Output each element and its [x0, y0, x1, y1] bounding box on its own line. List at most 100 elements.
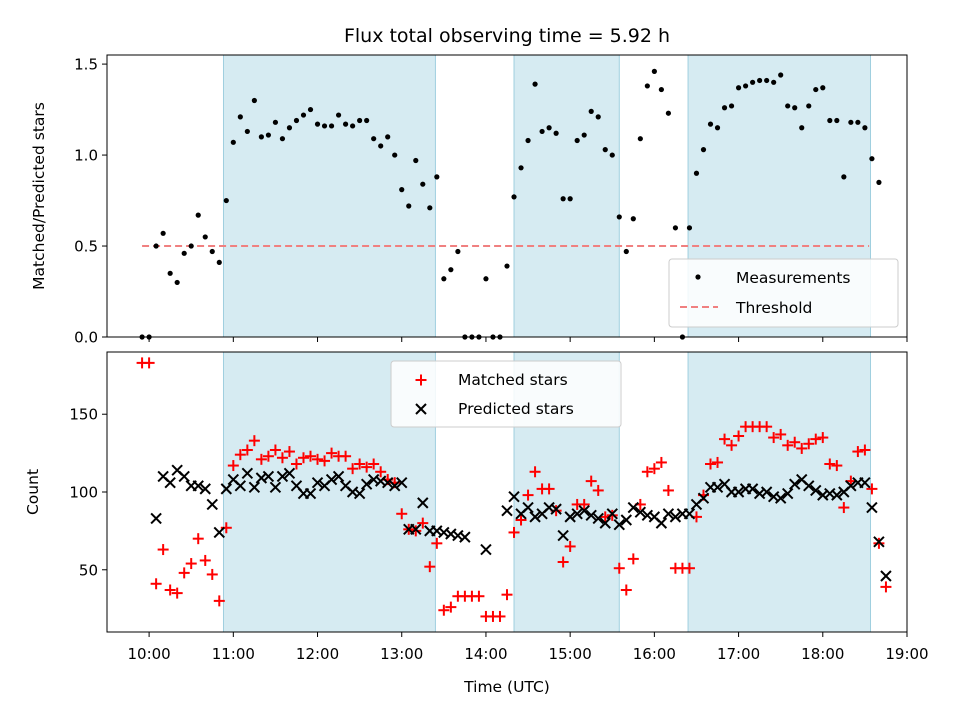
predicted-point-20-b — [290, 480, 303, 492]
top-y-axis-label: Matched/Predicted stars — [30, 102, 48, 290]
predicted-point-82-b — [753, 487, 766, 500]
predicted-point-8-b — [206, 498, 218, 511]
predicted-point-34 — [389, 480, 401, 492]
measurement-point-54 — [518, 165, 524, 171]
predicted-point-77-b — [718, 478, 731, 490]
predicted-point-46 — [501, 504, 513, 517]
top-chart-title: Flux total observing time = 5.92 h — [344, 25, 670, 47]
matched-point-75 — [662, 484, 674, 496]
xtick-label-6: 16:00 — [633, 645, 676, 663]
measurement-point-59 — [553, 130, 559, 136]
xtick-label-9: 19:00 — [885, 645, 928, 663]
measurement-point-75 — [665, 110, 672, 116]
predicted-point-83 — [760, 486, 773, 498]
predicted-point-2 — [164, 476, 176, 489]
predicted-point-33-b — [381, 476, 394, 489]
xtick-label-3: 13:00 — [380, 645, 423, 663]
matched-point-85 — [733, 430, 745, 442]
predicted-point-53 — [550, 503, 562, 515]
matched-point-92 — [782, 439, 794, 451]
measurement-point-84 — [728, 103, 735, 109]
matched-point-39 — [410, 525, 422, 537]
measurement-point-73 — [651, 68, 657, 74]
matched-point-69 — [620, 584, 632, 596]
predicted-point-26-b — [332, 470, 345, 483]
legend-marker-predicted — [415, 403, 427, 415]
measurement-point-92 — [785, 103, 791, 109]
predicted-point-10-b — [220, 483, 233, 495]
measurement-point-39 — [413, 157, 419, 164]
predicted-point-16-b — [262, 470, 275, 483]
predicted-point-98-b — [866, 501, 878, 514]
measurement-point-2 — [153, 243, 159, 249]
predicted-point-25-b — [325, 473, 338, 486]
predicted-point-16 — [262, 470, 275, 483]
predicted-point-53-b — [550, 503, 562, 515]
predicted-point-69-b — [662, 508, 675, 520]
measurement-point-14 — [237, 114, 243, 120]
predicted-point-99 — [873, 536, 885, 548]
predicted-point-54-b — [557, 529, 569, 542]
measurement-point-10 — [209, 248, 215, 255]
measurement-point-79 — [693, 170, 700, 176]
measurement-point-31 — [357, 117, 363, 124]
matched-point-105 — [873, 537, 885, 549]
measurement-point-96 — [813, 86, 819, 93]
measurement-point-21 — [286, 125, 293, 131]
top-legend-box — [668, 258, 899, 328]
predicted-point-49 — [522, 501, 534, 514]
measurement-point-55 — [525, 137, 531, 144]
predicted-point-89 — [803, 480, 815, 492]
measurement-point-18 — [265, 132, 272, 138]
top-ytick-label-0: 0.0 — [74, 329, 98, 347]
predicted-point-25 — [325, 473, 338, 486]
matched-point-15 — [241, 444, 253, 456]
predicted-point-30 — [360, 478, 373, 490]
measurement-point-85 — [735, 85, 742, 91]
predicted-point-58 — [585, 509, 597, 522]
predicted-point-74 — [697, 492, 710, 504]
legend-marker-matched — [415, 374, 427, 386]
legend-label-matched: Matched stars — [458, 371, 568, 389]
predicted-point-83-b — [760, 486, 773, 498]
matched-point-102 — [852, 446, 864, 458]
predicted-point-79-b — [732, 486, 745, 498]
top-ytick-label-1: 0.5 — [74, 238, 98, 256]
measurement-point-68 — [616, 214, 622, 220]
predicted-point-7-b — [199, 483, 211, 495]
predicted-point-38 — [417, 497, 429, 509]
measurement-point-19 — [272, 119, 279, 125]
measurement-point-60 — [560, 196, 566, 202]
predicted-point-98 — [866, 501, 878, 514]
legend-label-measurements: Measurements — [736, 269, 851, 287]
measurement-point-42 — [434, 174, 440, 180]
shaded-interval-1 — [513, 54, 620, 338]
predicted-point-34-b — [389, 480, 401, 492]
matched-point-65 — [592, 484, 604, 496]
matched-point-13 — [227, 460, 239, 472]
predicted-point-64-b — [627, 501, 640, 514]
measurement-point-43 — [441, 276, 447, 282]
measurement-point-93 — [792, 105, 798, 111]
top-y-ticks: 0.0 0.5 1.0 1.5 — [74, 56, 107, 347]
xtick-label-2: 12:00 — [296, 645, 339, 663]
predicted-point-56 — [571, 508, 583, 520]
predicted-point-23-b — [311, 476, 324, 489]
predicted-point-46-b — [501, 504, 513, 517]
predicted-point-18-b — [276, 470, 289, 483]
predicted-point-19-b — [283, 467, 296, 480]
predicted-point-8 — [206, 498, 218, 511]
measurement-point-52 — [504, 263, 510, 269]
matched-point-81 — [705, 458, 717, 470]
matched-point-4 — [164, 584, 176, 596]
predicted-point-76-b — [711, 481, 724, 494]
measurement-point-65 — [595, 114, 601, 120]
legend-label-threshold: Threshold — [735, 299, 812, 317]
predicted-point-59-b — [592, 512, 604, 525]
predicted-point-97 — [859, 476, 871, 489]
predicted-point-54 — [557, 529, 569, 542]
matched-point-52 — [501, 589, 513, 601]
matched-point-74 — [655, 456, 667, 468]
xtick-label-5: 15:00 — [549, 645, 592, 663]
